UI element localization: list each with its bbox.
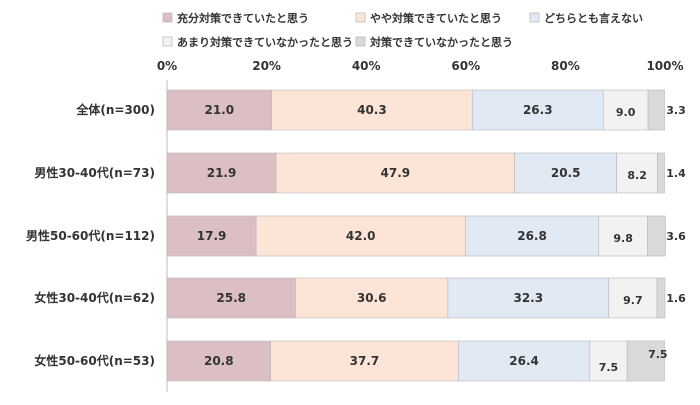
data-label: 3.6 bbox=[666, 230, 686, 243]
bar-segment bbox=[271, 89, 473, 131]
data-label: 8.2 bbox=[627, 169, 647, 182]
bar-segment bbox=[589, 340, 628, 382]
category-label: 女性50-60代(n=53) bbox=[34, 353, 155, 368]
data-label: 7.5 bbox=[599, 361, 619, 374]
category-label: 全体(n=300) bbox=[75, 102, 155, 117]
legend-swatch-0 bbox=[162, 12, 173, 23]
legend-label-3: あまり対策できていなかったと思う bbox=[177, 35, 353, 49]
bar-segment bbox=[657, 152, 665, 194]
data-label: 3.3 bbox=[666, 104, 686, 117]
bar-segment bbox=[598, 215, 648, 257]
x-tick-label: 100% bbox=[646, 59, 683, 73]
legend-label-2: どちらとも言えない bbox=[544, 11, 643, 25]
bar-segment bbox=[166, 215, 257, 257]
x-tick-label: 60% bbox=[451, 59, 480, 73]
legend-swatch-2 bbox=[529, 12, 540, 23]
x-tick-label: 0% bbox=[157, 59, 177, 73]
data-label: 1.4 bbox=[666, 167, 686, 180]
x-tick-label: 80% bbox=[551, 59, 580, 73]
data-labels: 21.0 40.3 26.3 9.0 3.3 21.9 47.9 20.5 8.2 1.4 17.9… bbox=[197, 103, 686, 374]
bar-segment bbox=[166, 340, 271, 382]
bar-segment bbox=[626, 340, 665, 382]
data-label: 21.9 bbox=[207, 166, 237, 180]
bar-segment bbox=[458, 340, 591, 382]
bar-segment bbox=[275, 152, 515, 194]
bar-segment bbox=[471, 89, 604, 131]
data-label: 30.6 bbox=[357, 291, 387, 305]
legend: 充分対策できていたと思う やや対策できていたと思う どちらとも言えないあまり対策でき… bbox=[162, 11, 643, 49]
data-label: 47.9 bbox=[381, 166, 411, 180]
data-label: 9.7 bbox=[623, 294, 643, 307]
bar-segment bbox=[647, 215, 666, 257]
data-label: 17.9 bbox=[197, 229, 227, 243]
bar-segment bbox=[255, 215, 466, 257]
bar-segment bbox=[647, 89, 665, 131]
data-label: 32.3 bbox=[513, 291, 543, 305]
category-label: 男性30-40代(n=73) bbox=[34, 165, 155, 180]
category-label: 男性50-60代(n=112) bbox=[26, 228, 155, 243]
data-label: 26.8 bbox=[517, 229, 547, 243]
bar-segment bbox=[447, 277, 610, 319]
legend-swatch-1 bbox=[355, 12, 366, 23]
category-labels: 全体(n=300) 男性30-40代(n=73) 男性50-60代(n=112) 女性… bbox=[26, 102, 155, 368]
data-label: 7.5 bbox=[648, 348, 668, 361]
data-label: 26.3 bbox=[523, 103, 553, 117]
bar-segment bbox=[166, 89, 272, 131]
data-label: 25.8 bbox=[216, 291, 246, 305]
data-label: 9.8 bbox=[613, 232, 633, 245]
data-label: 26.4 bbox=[509, 354, 539, 368]
bar-segment bbox=[166, 277, 296, 319]
data-label: 21.0 bbox=[204, 103, 234, 117]
bar-segment bbox=[295, 277, 449, 319]
legend-label-1: やや対策できていたと思う bbox=[370, 11, 502, 25]
data-label: 20.5 bbox=[551, 166, 581, 180]
category-label: 女性30-40代(n=62) bbox=[34, 290, 155, 305]
data-label: 9.0 bbox=[616, 106, 636, 119]
bar-segment bbox=[656, 277, 666, 319]
bar-segment bbox=[465, 215, 600, 257]
bar-segment bbox=[608, 277, 658, 319]
legend-swatch-4 bbox=[355, 36, 366, 47]
bars bbox=[166, 89, 666, 382]
x-tick-label: 20% bbox=[252, 59, 281, 73]
data-label: 1.6 bbox=[666, 292, 686, 305]
data-label: 42.0 bbox=[346, 229, 376, 243]
legend-swatch-3 bbox=[162, 36, 173, 47]
legend-label-0: 充分対策できていたと思う bbox=[177, 11, 309, 25]
data-label: 40.3 bbox=[357, 103, 387, 117]
data-label: 37.7 bbox=[350, 354, 380, 368]
x-tick-label: 40% bbox=[352, 59, 381, 73]
data-label: 20.8 bbox=[204, 354, 234, 368]
x-axis-ticks: 0% 20% 40% 60% 80% 100% bbox=[157, 59, 684, 73]
legend-label-4: 対策できていなかったと思う bbox=[369, 35, 513, 49]
bar-segment bbox=[270, 340, 459, 382]
